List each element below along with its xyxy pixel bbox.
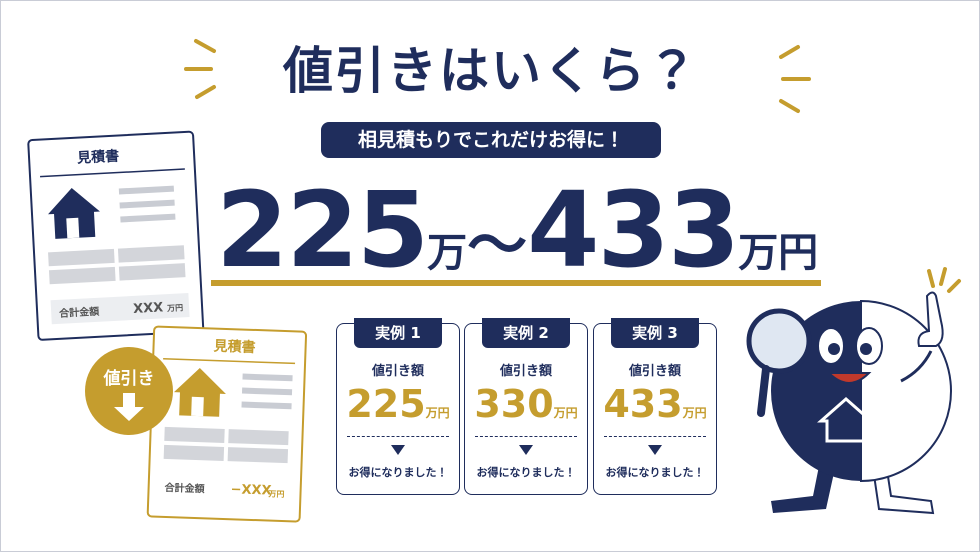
range-max: 433 — [527, 169, 740, 291]
range-min-unit: 万 — [427, 230, 468, 276]
document-title: 見積書 — [76, 147, 120, 166]
example-label: 値引き額 — [499, 364, 552, 379]
unit: 万円 — [267, 489, 284, 499]
divider — [475, 436, 577, 437]
range-max-unit: 万円 — [738, 230, 819, 276]
discount-range: 225万〜433万円 — [216, 169, 819, 291]
estimate-document: 見積書 合計金額 −XXX 万円 — [146, 325, 308, 523]
estimate-document: 見積書 合計金額 XXX 万円 — [27, 130, 205, 341]
range-separator: 〜 — [467, 211, 528, 281]
total-label: 合計金額 — [58, 305, 101, 320]
mascot — [746, 291, 952, 515]
example-amount: 225万円 — [337, 382, 459, 426]
title: 値引きはいくら？ — [283, 42, 699, 100]
unit: 万円 — [166, 303, 183, 313]
example-note: お得になりました！ — [605, 466, 705, 479]
example-label: 値引き額 — [628, 364, 681, 379]
arrow — [519, 445, 533, 455]
arrow — [391, 445, 405, 455]
divider — [604, 436, 706, 437]
discount-badge: 値引き — [85, 347, 173, 435]
underline — [211, 280, 821, 286]
example-tag: 実例 1 — [354, 318, 442, 348]
amount-unit: 万円 — [425, 406, 450, 420]
badge-label: 値引き — [103, 368, 155, 389]
amount: 225 — [346, 382, 426, 426]
range-min: 225 — [216, 169, 429, 291]
example-card: 実例 3 値引き額 433万円お得になりました！ — [593, 318, 717, 495]
amount-unit: 万円 — [682, 406, 707, 420]
divider — [347, 436, 449, 437]
example-amount: 330万円 — [465, 382, 587, 426]
total: −XXX — [230, 482, 271, 498]
example-tag: 実例 3 — [611, 318, 699, 348]
example-amount: 433万円 — [594, 382, 716, 426]
document-title: 見積書 — [212, 337, 256, 355]
example-card: 実例 1 値引き額 225万円お得になりました！ — [336, 318, 460, 495]
total-label: 合計金額 — [163, 481, 205, 495]
example-note: お得になりました！ — [476, 466, 576, 479]
example-tag: 実例 2 — [482, 318, 570, 348]
amount-unit: 万円 — [553, 406, 578, 420]
amount: 330 — [474, 382, 554, 426]
arrow — [648, 445, 662, 455]
total: XXX — [133, 300, 164, 317]
example-card: 実例 2 値引き額 330万円お得になりました！ — [464, 318, 588, 495]
subtitle: 相見積もりでこれだけお得に！ — [321, 122, 661, 158]
amount: 433 — [603, 382, 683, 426]
example-label: 値引き額 — [371, 364, 424, 379]
sparkle — [184, 39, 961, 293]
example-note: お得になりました！ — [348, 466, 448, 479]
